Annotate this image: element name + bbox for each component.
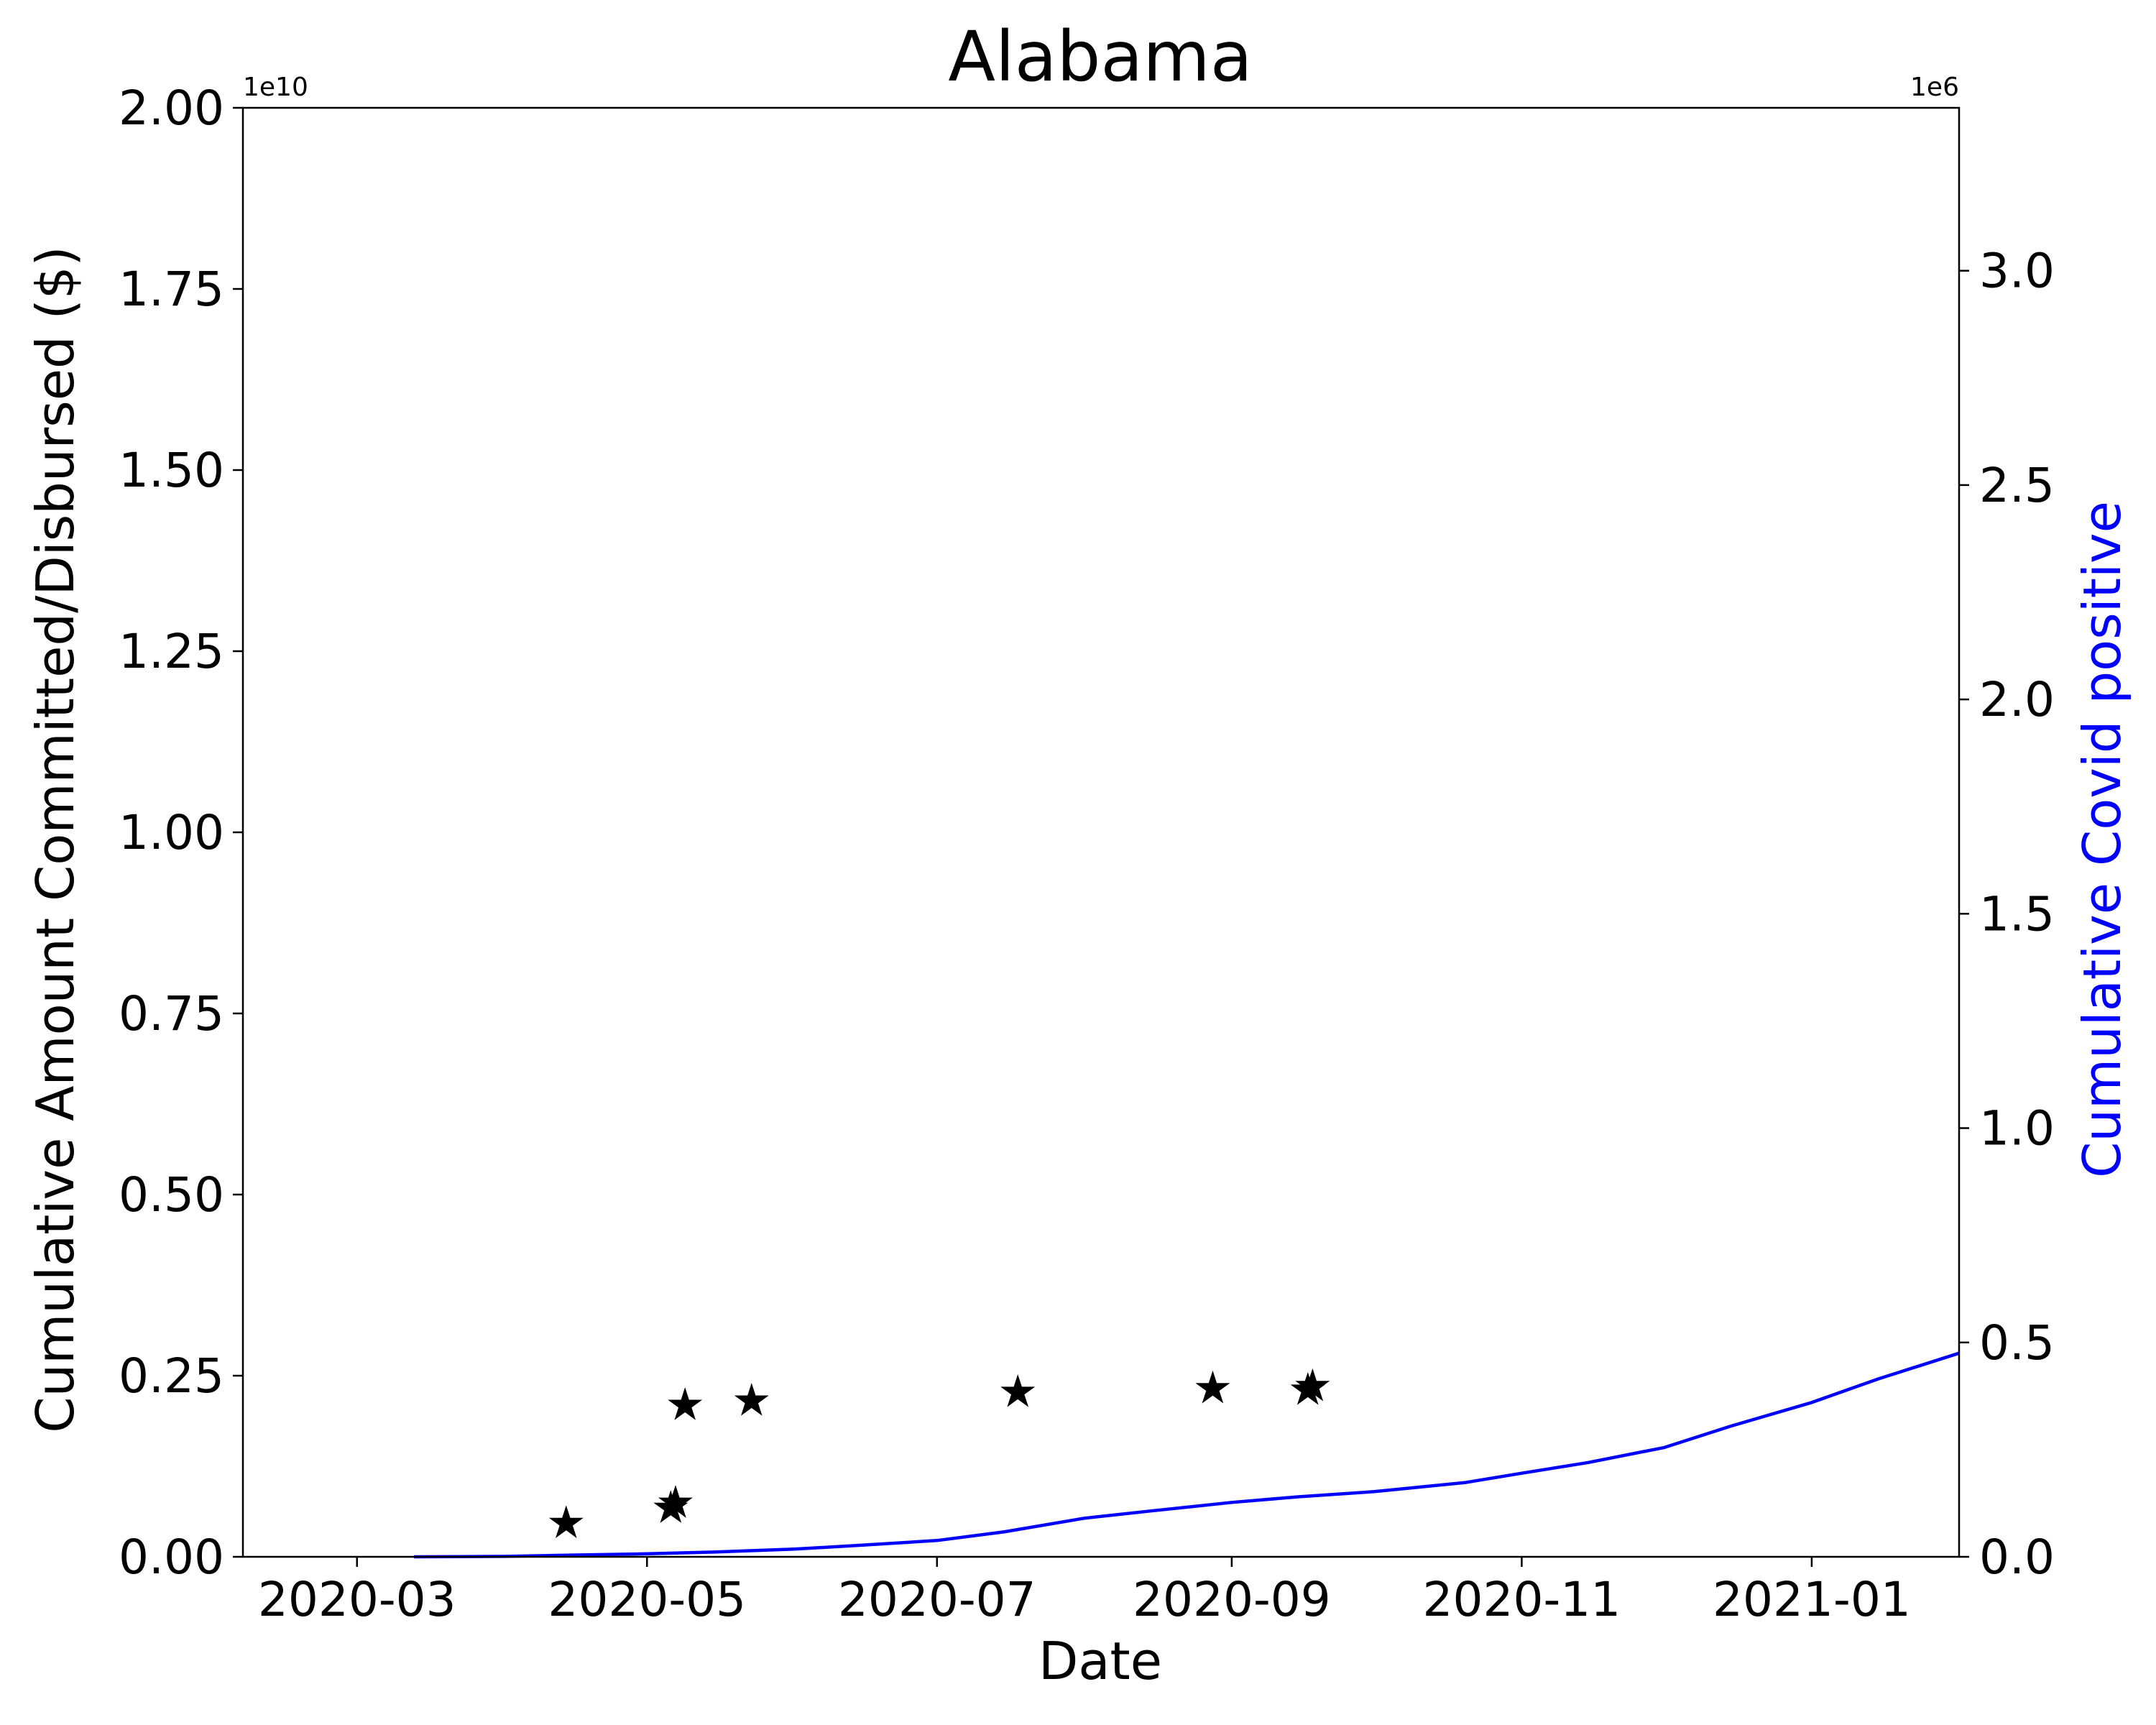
y-offset-label: 1e10: [243, 73, 308, 102]
y-axis-right: 0.0 0.5 1.0 1.5 2.0 2.5 3.0: [1959, 244, 2055, 1585]
y2-tick-label: 2.5: [1979, 458, 2055, 513]
y-tick-label: 1.00: [119, 805, 224, 860]
star-marker: [548, 1505, 584, 1539]
plot-area: [241, 106, 1961, 1559]
y-axis-left: 0.00 0.25 0.50 0.75 1.00 1.25 1.50 1.75 2.00: [119, 80, 243, 1585]
y-axis-label: Cumulative Amount Committed/Disbursed ($…: [25, 246, 86, 1432]
star-marker: [734, 1383, 769, 1416]
x-tick-label: 2020-07: [838, 1572, 1036, 1627]
y2-tick-label: 0.5: [1979, 1315, 2055, 1371]
x-tick-label: 2020-05: [548, 1572, 746, 1627]
star-marker: [1195, 1370, 1230, 1404]
x-axis-label: Date: [1038, 1631, 1162, 1691]
y-tick-label: 0.00: [119, 1530, 224, 1585]
y-tick-label: 0.75: [119, 986, 224, 1041]
y2-axis-label: Cumulative Covid positive: [2072, 501, 2132, 1178]
y2-tick-label: 1.5: [1979, 886, 2055, 942]
star-marker: [668, 1387, 703, 1420]
star-marker: [658, 1485, 693, 1518]
y-tick-label: 0.25: [119, 1348, 224, 1404]
x-axis: 2020-03 2020-05 2020-07 2020-09 2020-11 2021-…: [258, 1557, 1911, 1627]
y-tick-label: 1.50: [119, 443, 224, 498]
chart-title: Alabama: [948, 17, 1252, 97]
x-tick-label: 2021-01: [1713, 1572, 1911, 1627]
plot-frame: [241, 106, 1961, 1558]
star-marker: [1000, 1374, 1036, 1407]
y-tick-label: 1.25: [119, 624, 224, 679]
y2-tick-label: 0.0: [1979, 1530, 2055, 1585]
y2-offset-label: 1e6: [1910, 73, 1959, 102]
y-tick-label: 0.50: [119, 1167, 224, 1223]
y2-tick-label: 1.0: [1979, 1101, 2055, 1156]
y2-tick-label: 3.0: [1979, 244, 2055, 299]
covid-positive-line: [414, 1351, 1960, 1559]
y-tick-label: 1.75: [119, 262, 224, 317]
x-tick-label: 2020-03: [258, 1572, 456, 1627]
y-tick-label: 2.00: [119, 80, 224, 136]
x-tick-label: 2020-09: [1133, 1572, 1331, 1627]
star-marker: [1295, 1368, 1330, 1402]
x-tick-label: 2020-11: [1423, 1572, 1621, 1627]
y2-tick-label: 2.0: [1979, 672, 2055, 727]
